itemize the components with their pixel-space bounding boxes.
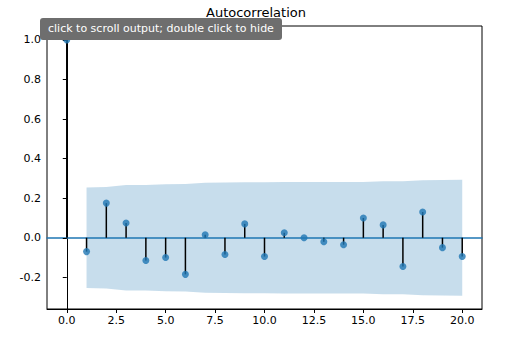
svg-text:0.2: 0.2: [24, 192, 42, 205]
svg-text:20.0: 20.0: [450, 314, 475, 327]
svg-text:17.5: 17.5: [401, 314, 426, 327]
svg-text:0.0: 0.0: [58, 314, 76, 327]
svg-text:-0.2: -0.2: [20, 271, 41, 284]
html-text:click to scroll output; double: click to scroll output; double click to …: [48, 22, 274, 35]
svg-text:0.0: 0.0: [24, 231, 42, 244]
svg-text:10.0: 10.0: [252, 314, 277, 327]
svg-text:Autocorrelation: Autocorrelation: [206, 5, 306, 20]
svg-text:7.5: 7.5: [206, 314, 224, 327]
svg-text:1.0: 1.0: [24, 33, 42, 46]
svg-text:2.5: 2.5: [107, 314, 125, 327]
svg-text:5.0: 5.0: [157, 314, 175, 327]
svg-text:0.8: 0.8: [24, 73, 42, 86]
svg-text:0.6: 0.6: [24, 113, 42, 126]
svg-text:15.0: 15.0: [351, 314, 376, 327]
svg-text:0.4: 0.4: [24, 152, 42, 165]
svg-text:12.5: 12.5: [302, 314, 327, 327]
